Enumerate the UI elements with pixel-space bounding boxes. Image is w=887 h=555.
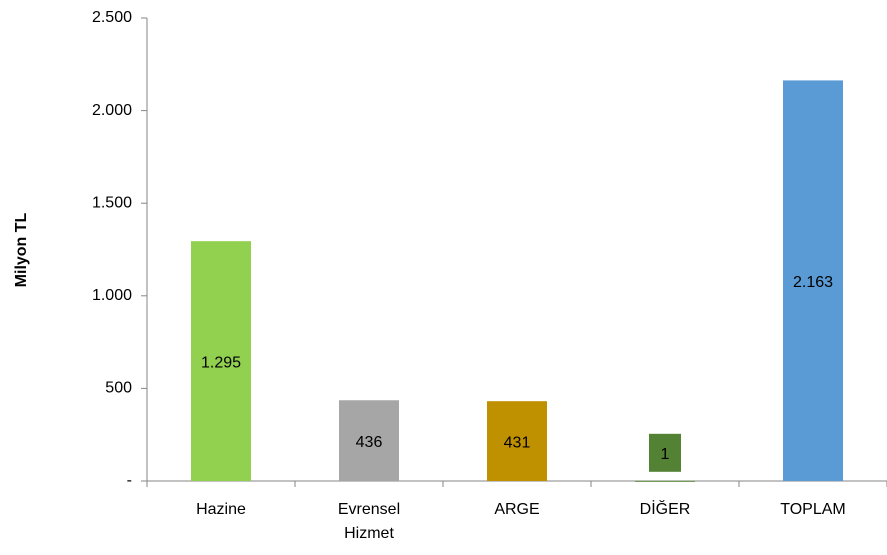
value-label: 2.163 [793, 274, 833, 291]
y-tick-label: - [127, 472, 132, 489]
value-label: 431 [504, 434, 531, 451]
bar [783, 80, 843, 481]
x-tick-label: Hazine [196, 501, 246, 518]
y-tick-label: 2.000 [92, 102, 132, 119]
bar [339, 400, 399, 481]
y-tick-label: 500 [105, 380, 132, 397]
value-label-box [649, 433, 681, 472]
x-tick-label: ARGE [494, 501, 540, 518]
value-label: 1 [661, 446, 670, 463]
x-tick-label: Evrensel Hizmet [337, 501, 401, 542]
x-tick-label: DİĞER [639, 501, 691, 518]
bar [191, 241, 251, 481]
y-tick-label: 1.000 [92, 287, 132, 304]
bar [635, 480, 695, 482]
y-axis-label: Milyon TL [13, 212, 30, 287]
value-label: 436 [356, 434, 383, 451]
y-tick-label: 1.500 [92, 194, 132, 211]
x-tick-label: TOPLAM [780, 501, 846, 518]
y-tick-label: 2.500 [92, 9, 132, 26]
value-label: 1.295 [201, 354, 241, 371]
bar [487, 401, 547, 481]
